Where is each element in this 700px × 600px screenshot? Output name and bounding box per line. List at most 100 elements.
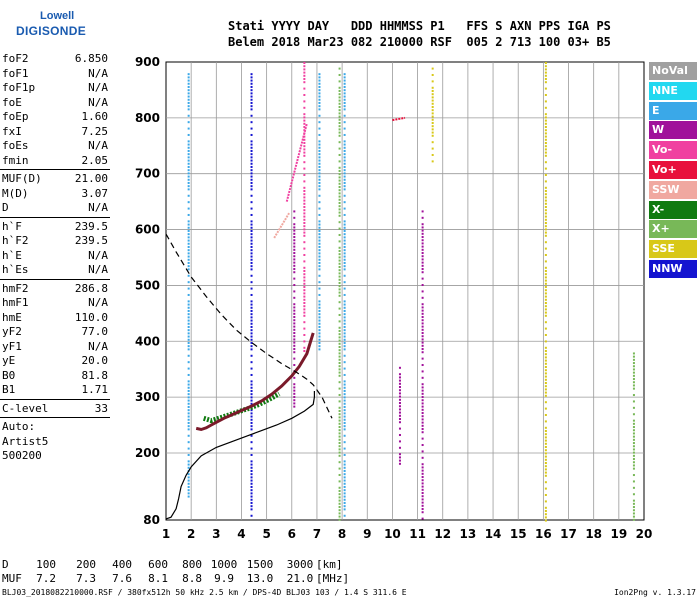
echo-dot xyxy=(544,420,547,423)
echo-dot xyxy=(303,228,306,231)
echo-dot xyxy=(187,133,190,136)
echo-dot xyxy=(343,165,346,168)
echo-dot xyxy=(632,374,635,377)
echo-dot xyxy=(398,389,401,392)
echo-dot xyxy=(303,186,306,189)
echo-dot xyxy=(421,296,424,299)
echo-dot xyxy=(338,294,341,297)
echo-dot xyxy=(338,272,341,275)
echo-dot xyxy=(250,245,253,248)
echo-dot xyxy=(250,76,253,79)
footer-version: Ion2Png v. 1.3.17 xyxy=(614,588,696,597)
echo-dot xyxy=(338,256,341,259)
echo-dot xyxy=(421,328,424,331)
echo-dot xyxy=(250,338,253,341)
echo-dot xyxy=(318,172,321,175)
echo-dot xyxy=(293,303,296,306)
x-tick-label: 11 xyxy=(409,527,426,541)
echo-dot xyxy=(318,242,321,245)
echo-dot xyxy=(421,456,424,459)
echo-dot xyxy=(303,167,306,170)
echo-dot xyxy=(421,424,424,427)
echo-dot xyxy=(421,303,424,306)
auto-code: 500200 xyxy=(2,449,42,462)
echo-dot xyxy=(398,366,401,369)
echo-dot xyxy=(398,459,401,462)
echo-dot xyxy=(544,500,547,503)
echo-dot xyxy=(318,185,321,188)
echo-dot xyxy=(187,434,190,437)
echo-dot xyxy=(338,441,341,444)
echo-dot xyxy=(303,234,306,237)
echo-dot xyxy=(431,80,434,83)
echo-dot xyxy=(343,322,346,325)
echo-dot xyxy=(632,435,635,438)
echo-dot xyxy=(343,153,346,156)
echo-dot xyxy=(250,153,253,156)
echo-dot xyxy=(343,453,346,456)
echo-dot xyxy=(421,488,424,491)
echo-dot xyxy=(318,105,321,108)
echo-dot xyxy=(632,512,635,515)
echo-dot xyxy=(250,341,253,344)
echo-dot xyxy=(544,65,547,68)
echo-dot xyxy=(187,236,190,239)
echo-dot xyxy=(338,425,341,428)
param-key: foF1 xyxy=(2,66,29,80)
echo-dot xyxy=(250,415,253,418)
echo-dot xyxy=(303,113,306,116)
echo-dot xyxy=(303,154,306,157)
echo-dot xyxy=(632,371,635,374)
echo-dot xyxy=(544,119,547,122)
echo-dot xyxy=(431,89,434,92)
param-row: hmF1 N/A xyxy=(0,296,110,311)
echo-dot xyxy=(338,368,341,371)
echo-dot xyxy=(250,508,253,511)
echo-dot xyxy=(187,73,190,76)
echo-dot xyxy=(544,151,547,154)
echo-dot xyxy=(187,409,190,412)
echo-dot xyxy=(544,78,547,80)
echo-dot xyxy=(293,242,296,245)
echo-dot xyxy=(187,207,190,210)
echo-dot xyxy=(544,106,547,109)
x-tick-label: 17 xyxy=(560,527,577,541)
y-tick-label: 900 xyxy=(135,55,160,69)
echo-dot xyxy=(187,303,190,306)
echo-dot xyxy=(187,149,190,152)
echo-dot xyxy=(431,73,434,76)
echo-dot xyxy=(318,165,321,168)
echo-dot xyxy=(250,268,253,271)
param-key: foEs xyxy=(2,139,29,152)
param-value: 81.8 xyxy=(81,368,109,382)
echo-dot xyxy=(338,115,341,118)
echo-dot xyxy=(187,162,190,165)
echo-dot xyxy=(343,101,346,104)
echo-dot xyxy=(632,451,635,454)
echo-dot xyxy=(187,338,190,341)
param-value: 6.850 xyxy=(74,52,108,65)
echo-dot xyxy=(318,325,321,328)
param-row: yF2 77.0 xyxy=(0,325,110,340)
echo-dot xyxy=(187,293,190,296)
echo-dot xyxy=(431,134,434,137)
echo-dot xyxy=(338,189,341,192)
echo-dot xyxy=(250,418,253,421)
echo-dot xyxy=(187,319,190,322)
echo-dot xyxy=(343,181,346,184)
echo-dot xyxy=(338,269,341,272)
echo-dot xyxy=(187,159,190,162)
echo-dot xyxy=(250,373,253,376)
echo-dot xyxy=(303,126,306,128)
echo-dot xyxy=(632,384,635,387)
echo-dot xyxy=(544,449,547,452)
echo-dot xyxy=(187,425,190,428)
echo-dot xyxy=(421,428,424,431)
echo-dot xyxy=(250,386,253,389)
echo-dot xyxy=(338,320,341,323)
echo-dot xyxy=(398,373,401,376)
echo-dot xyxy=(187,367,190,370)
echo-dot xyxy=(303,62,306,64)
echo-dot xyxy=(544,286,547,288)
echo-dot xyxy=(250,239,253,242)
